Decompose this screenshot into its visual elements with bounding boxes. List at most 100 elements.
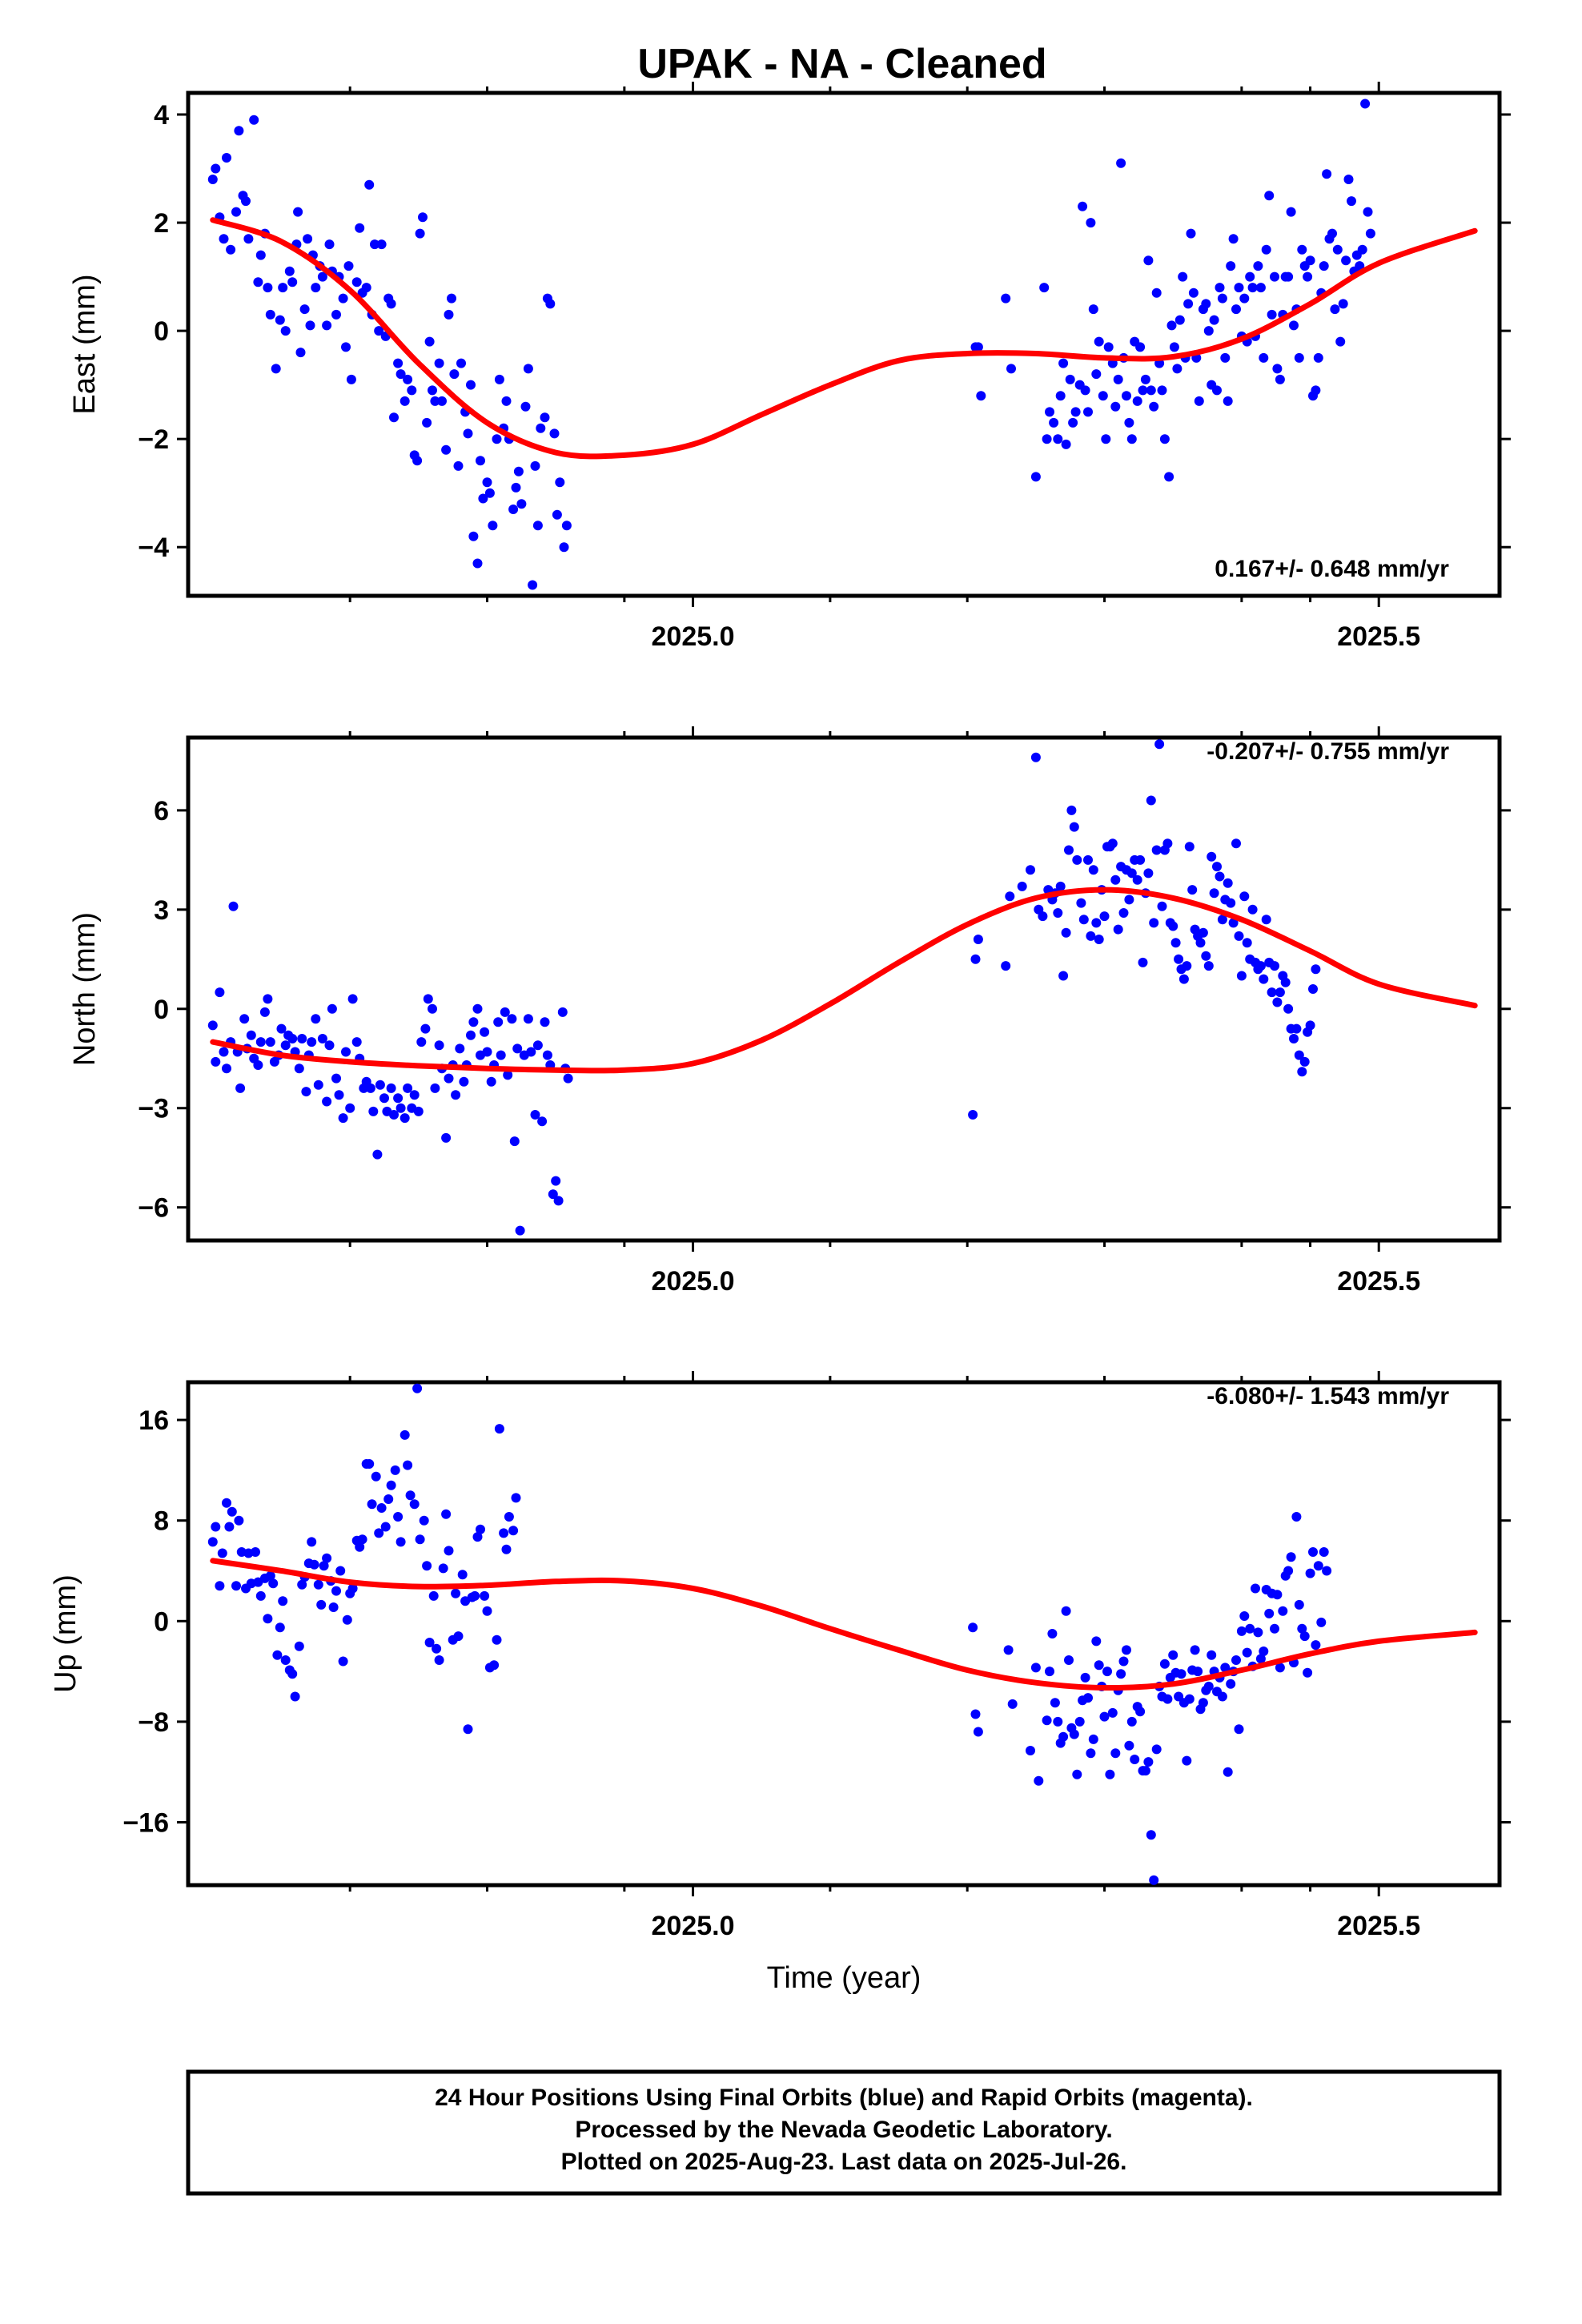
- data-point: [1270, 271, 1279, 282]
- data-point: [530, 1110, 540, 1120]
- data-point: [331, 1586, 341, 1596]
- data-point: [1034, 1775, 1044, 1786]
- data-point: [309, 1559, 319, 1570]
- data-point: [476, 1524, 485, 1534]
- data-point: [1157, 901, 1167, 911]
- data-point: [1122, 1645, 1131, 1655]
- data-point: [428, 1590, 439, 1601]
- data-point: [228, 901, 239, 911]
- data-point: [1226, 898, 1236, 908]
- data-point: [1259, 1647, 1269, 1656]
- data-point: [1001, 961, 1011, 971]
- data-point: [293, 207, 303, 217]
- data-point: [1099, 1711, 1110, 1722]
- data-point: [1094, 336, 1104, 347]
- data-point: [207, 175, 218, 184]
- data-point: [1061, 1606, 1071, 1616]
- data-point: [400, 396, 410, 406]
- data-point: [1289, 1034, 1299, 1043]
- data-point: [1182, 1755, 1192, 1766]
- data-point: [1105, 1769, 1115, 1779]
- data-point: [393, 1093, 404, 1104]
- data-point: [1228, 234, 1239, 244]
- data-point: [434, 1040, 444, 1051]
- data-point: [1170, 938, 1181, 948]
- data-point: [1261, 915, 1271, 925]
- data-point: [393, 358, 404, 368]
- data-point: [430, 1083, 440, 1093]
- data-point: [1194, 396, 1204, 406]
- data-point: [1058, 358, 1069, 368]
- data-point: [428, 1003, 437, 1014]
- data-point: [415, 1534, 425, 1545]
- data-point: [1201, 951, 1211, 961]
- data-point: [1303, 271, 1313, 282]
- data-point: [1203, 326, 1214, 336]
- data-point: [1347, 196, 1356, 207]
- data-point: [453, 1631, 464, 1642]
- data-point: [301, 1087, 311, 1097]
- data-point: [263, 1614, 273, 1624]
- data-point: [389, 412, 399, 423]
- data-point: [1143, 1757, 1154, 1767]
- data-point: [374, 1528, 384, 1538]
- data-point: [1091, 918, 1102, 928]
- data-point: [511, 1493, 521, 1503]
- data-point: [504, 1512, 514, 1522]
- data-point: [1061, 439, 1071, 449]
- y-axis-label-east: East (mm): [68, 274, 102, 414]
- y-tick-label: 6: [154, 796, 169, 826]
- data-point: [1272, 364, 1283, 374]
- data-point: [422, 1561, 432, 1571]
- panels-group: 4 2 0 −2 −4 2025.0 2025.5 East (mm) 0.167+/- 0.6…: [49, 82, 1511, 1995]
- data-point: [1124, 417, 1134, 428]
- y-axis-label-north: North (mm): [68, 912, 102, 1066]
- data-point: [1107, 838, 1118, 849]
- data-point: [1088, 1734, 1098, 1744]
- data-point: [520, 401, 531, 412]
- data-point: [503, 1070, 513, 1080]
- data-point: [1255, 1654, 1266, 1664]
- data-point: [1313, 352, 1323, 363]
- data-point: [1190, 1645, 1200, 1655]
- data-point: [970, 954, 981, 964]
- data-point: [489, 1660, 500, 1671]
- data-point: [1069, 1729, 1079, 1739]
- data-point: [482, 1606, 492, 1616]
- data-point: [496, 1050, 506, 1060]
- data-point: [287, 277, 298, 287]
- data-point: [1045, 407, 1054, 417]
- data-point: [1231, 304, 1241, 315]
- data-point: [290, 1691, 300, 1702]
- data-point: [1305, 255, 1315, 266]
- data-point: [470, 1590, 480, 1601]
- data-point: [1255, 961, 1266, 971]
- data-point: [322, 320, 332, 331]
- data-point: [334, 1090, 344, 1100]
- data-point: [322, 1096, 332, 1107]
- data-point: [383, 1494, 394, 1504]
- data-point: [1080, 1672, 1090, 1683]
- data-point: [241, 196, 251, 207]
- data-point: [1110, 1748, 1121, 1759]
- data-point: [259, 1007, 270, 1017]
- data-point: [1184, 842, 1195, 852]
- data-point: [1182, 961, 1192, 971]
- data-point: [1118, 1656, 1129, 1667]
- data-point: [1341, 255, 1351, 266]
- data-point: [396, 1103, 406, 1113]
- fit-curve-up: [210, 1558, 1478, 1691]
- data-point: [1049, 417, 1059, 428]
- data-point: [548, 1189, 558, 1200]
- data-point: [1236, 971, 1247, 981]
- data-point: [424, 1638, 435, 1647]
- data-point: [482, 477, 492, 488]
- y-tick-label: 0: [154, 995, 169, 1025]
- data-point: [1169, 342, 1179, 352]
- data-point: [453, 460, 464, 471]
- data-point: [1291, 1512, 1302, 1522]
- data-point: [400, 1113, 410, 1124]
- data-point: [299, 304, 310, 315]
- data-point: [280, 1655, 291, 1665]
- data-point: [444, 309, 454, 320]
